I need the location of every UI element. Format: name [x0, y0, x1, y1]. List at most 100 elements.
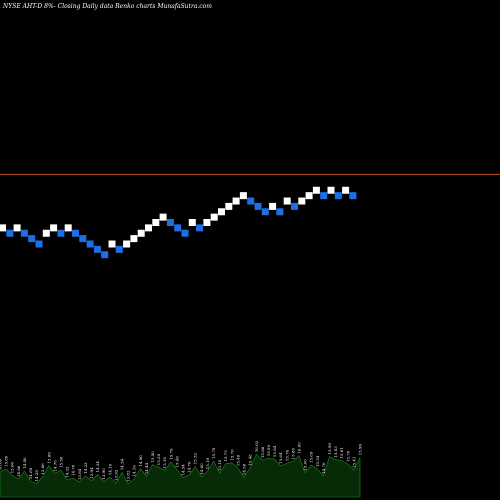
renko-brick-down: [349, 192, 357, 200]
volume-label: 15.99: [358, 443, 363, 455]
volume-label: 14.86: [16, 465, 21, 477]
volume-label: 15.48: [235, 454, 240, 466]
renko-brick-up: [203, 219, 211, 226]
volume-label: 15.70: [345, 450, 350, 462]
volume-label: 16.00: [296, 442, 301, 454]
renko-bricks: [0, 186, 357, 259]
chart-title: NYSE AHT-D 8%- Closing Daily data Renko …: [2, 3, 212, 10]
renko-brick-down: [86, 240, 94, 248]
volume-label: 15.52: [193, 452, 198, 464]
volume-label: 15.48: [248, 454, 253, 466]
renko-brick-up: [123, 240, 131, 248]
volume-label: 14.40: [22, 457, 27, 469]
volume-label: 15.29: [156, 453, 161, 465]
volume-label: 15.69: [309, 451, 314, 463]
renko-brick-up: [298, 197, 306, 205]
renko-brick-up: [188, 219, 196, 226]
renko-brick-down: [28, 235, 36, 243]
renko-brick-up: [152, 219, 160, 226]
volume-area: [0, 453, 361, 498]
renko-brick-up: [312, 186, 320, 194]
renko-brick-up: [269, 202, 277, 210]
renko-brick-up: [130, 235, 138, 243]
volume-label: 15.88: [260, 446, 265, 458]
renko-brick-down: [57, 229, 65, 237]
volume-label: 16.02: [254, 440, 259, 452]
volume-label: 14.54: [181, 464, 186, 476]
volume-label: 14.44: [144, 462, 149, 474]
volume-label: 15.75: [223, 450, 228, 462]
volume-label: 14.54: [120, 458, 125, 470]
volume-label: 14.23: [83, 462, 88, 474]
renko-brick-down: [115, 245, 123, 253]
renko-brick-up: [159, 213, 167, 221]
volume-label: 13.94: [89, 467, 94, 479]
renko-brick-up: [145, 224, 152, 232]
renko-brick-down: [166, 219, 174, 226]
volume-label: 14.32: [65, 466, 70, 478]
renko-brick-down: [174, 224, 182, 232]
volume-label: 15.40: [150, 451, 155, 463]
renko-brick-up: [13, 224, 21, 232]
volume-label: 14.76: [321, 462, 326, 474]
renko-brick-up: [108, 240, 116, 248]
volume-label: 15.41: [351, 457, 356, 468]
renko-brick-down: [181, 229, 189, 237]
volume-label: 14.76: [187, 461, 192, 473]
renko-brick-up: [0, 224, 6, 232]
volume-label: 15.54: [315, 455, 320, 467]
volume-label: 15.76: [229, 449, 234, 461]
volume-label: 14.34: [95, 461, 100, 473]
renko-brick-down: [247, 197, 255, 205]
volume-label: 14.58: [242, 463, 247, 475]
renko-brick-up: [210, 213, 218, 221]
renko-brick-down: [72, 229, 79, 237]
renko-brick-down: [291, 202, 298, 210]
volume-label: 15.80: [4, 455, 9, 467]
volume-label: 13.82: [126, 470, 131, 482]
volume-label: 15.60: [10, 461, 15, 473]
renko-brick-down: [6, 229, 14, 237]
volume-label: 15.79: [168, 448, 173, 460]
volume-label: 15.94: [272, 445, 277, 457]
volume-label: 15.80: [290, 448, 295, 460]
renko-brick-up: [327, 186, 335, 194]
volume-label: 14.10: [132, 465, 137, 477]
renko-brick-down: [79, 235, 87, 243]
volume-label: 16.00: [0, 458, 3, 470]
volume-label: 13.92: [113, 469, 118, 481]
renko-brick-down: [196, 224, 204, 232]
volume-label: 15.64: [278, 452, 283, 464]
renko-brick-down: [93, 245, 101, 253]
renko-brick-down: [20, 229, 28, 237]
volume-label: 14.76: [71, 464, 76, 476]
volume-label: 14.90: [138, 455, 143, 467]
volume-label: 15.86: [46, 452, 51, 464]
renko-brick-down: [276, 208, 284, 216]
renko-brick-up: [64, 224, 72, 232]
volume-label: 15.46: [174, 456, 179, 468]
volume-label: 15.81: [339, 447, 344, 458]
volume-label: 15.83: [333, 446, 338, 458]
volume-label: 15.10: [217, 459, 222, 471]
volume-label: 13.84: [77, 468, 82, 480]
volume-label: 14.10: [107, 463, 112, 475]
renko-brick-down: [254, 202, 262, 210]
renko-brick-up: [342, 186, 350, 194]
volume-label: 14.28: [34, 470, 39, 482]
volume-label: 15.79: [211, 447, 216, 459]
renko-brick-down: [35, 240, 43, 248]
renko-brick-up: [232, 197, 240, 205]
renko-brick-up: [239, 192, 247, 200]
renko-brick-up: [218, 208, 225, 216]
volume-label: 15.19: [205, 457, 210, 469]
volume-label: 14.69: [28, 467, 33, 479]
renko-brick-down: [320, 192, 328, 200]
volume-label: 15.10: [162, 457, 167, 469]
renko-brick-up: [50, 224, 58, 232]
renko-brick-down: [101, 251, 109, 259]
volume-label: 15.99: [327, 443, 332, 455]
volume-label: 14.76: [52, 460, 57, 472]
